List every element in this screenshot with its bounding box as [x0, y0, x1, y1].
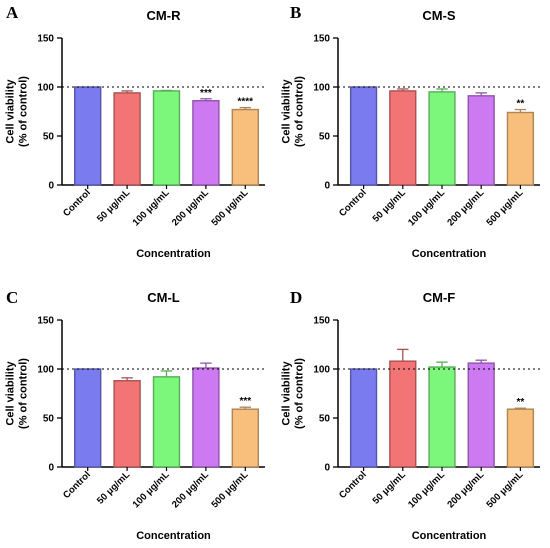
bar[interactable] — [428, 91, 456, 186]
y-tick-label: 150 — [313, 316, 330, 327]
panel-letter: A — [6, 3, 19, 22]
chart-panel-a: A CM-R Cell viability(% of control) 0 50 100 1… — [5, 3, 265, 260]
x-tick-label: 500 μg/mL — [209, 469, 250, 510]
y-tick-label: 50 — [43, 132, 55, 143]
x-tick-label: 200 μg/mL — [445, 469, 486, 510]
x-axis-label: Concentration — [136, 530, 211, 542]
chart-title: CM-L — [147, 290, 180, 305]
y-axis-label: Cell viability(% of control) — [5, 358, 30, 429]
y-tick-label: 100 — [37, 365, 54, 376]
panel-letter: D — [290, 288, 302, 307]
x-axis-label: Concentration — [412, 248, 487, 260]
y-axis-label-line: (% of control) — [18, 76, 30, 147]
x-tick-label: 500 μg/mL — [209, 187, 250, 228]
x-tick-label: 200 μg/mL — [170, 187, 211, 228]
chart-title: CM-S — [422, 8, 456, 23]
bar[interactable] — [389, 360, 417, 468]
x-tick-label: Control — [61, 469, 93, 501]
significance-label: ** — [517, 397, 525, 408]
bar[interactable] — [467, 362, 495, 468]
x-axis-label: Concentration — [412, 530, 487, 542]
bar[interactable] — [231, 408, 260, 468]
y-tick-label: 100 — [313, 365, 330, 376]
y-axis-label-line: Cell viability — [281, 361, 293, 426]
y-axis-label: Cell viability(% of control) — [281, 358, 306, 429]
chart-panel-c: C CM-L Cell viability(% of control) 0 50 100 1… — [5, 288, 265, 542]
y-tick-label: 50 — [43, 414, 55, 425]
y-tick-label: 0 — [48, 181, 54, 192]
significance-label: **** — [238, 97, 254, 108]
y-tick-label: 50 — [319, 132, 331, 143]
bar[interactable] — [113, 92, 141, 186]
x-tick-label: Control — [337, 469, 369, 501]
y-axis-label-line: (% of control) — [18, 358, 30, 429]
bar[interactable] — [73, 368, 102, 468]
y-axis-label-line: (% of control) — [294, 358, 306, 429]
bar[interactable] — [231, 108, 260, 186]
x-axis-label: Concentration — [136, 248, 211, 260]
y-axis-label: Cell viability(% of control) — [281, 76, 306, 147]
y-tick-label: 0 — [324, 181, 330, 192]
x-tick-label: 50 μg/mL — [95, 187, 132, 224]
x-tick-label: 500 μg/mL — [485, 469, 526, 510]
chart-panel-b: B CM-S Cell viability(% of control) 0 50 100 1… — [281, 3, 540, 260]
y-tick-label: 0 — [48, 463, 54, 474]
y-tick-label: 50 — [319, 414, 331, 425]
significance-label: *** — [239, 396, 251, 407]
x-tick-label: 100 μg/mL — [406, 469, 447, 510]
x-tick-label: 200 μg/mL — [445, 187, 486, 228]
bar[interactable] — [506, 111, 535, 186]
bar[interactable] — [152, 376, 181, 468]
x-tick-label: 100 μg/mL — [131, 469, 172, 510]
y-axis-label-line: (% of control) — [294, 76, 306, 147]
bar[interactable] — [467, 95, 495, 186]
y-tick-label: 150 — [313, 34, 330, 45]
panel-letter: B — [290, 3, 301, 22]
x-tick-label: 50 μg/mL — [95, 469, 132, 506]
y-axis-label-line: Cell viability — [281, 79, 293, 144]
bar[interactable] — [389, 90, 417, 186]
y-tick-label: 100 — [37, 83, 54, 94]
bar[interactable] — [192, 100, 220, 186]
bar[interactable] — [349, 86, 378, 186]
bar[interactable] — [152, 90, 181, 186]
x-tick-label: 50 μg/mL — [371, 469, 408, 506]
chart-panel-d: D CM-F Cell viability(% of control) 0 50 100 1… — [281, 288, 540, 542]
significance-label: *** — [200, 88, 212, 99]
x-tick-label: Control — [61, 187, 93, 219]
significance-label: ** — [517, 99, 525, 110]
bar[interactable] — [349, 368, 378, 468]
bar[interactable] — [506, 408, 535, 468]
chart-title: CM-R — [147, 8, 182, 23]
y-tick-label: 0 — [324, 463, 330, 474]
x-tick-label: Control — [337, 187, 369, 219]
y-axis-label-line: Cell viability — [5, 361, 17, 426]
y-tick-label: 150 — [37, 34, 54, 45]
x-tick-label: 200 μg/mL — [170, 469, 211, 510]
panel-letter: C — [6, 288, 18, 307]
x-tick-label: 500 μg/mL — [485, 187, 526, 228]
y-tick-label: 150 — [37, 316, 54, 327]
y-axis-label-line: Cell viability — [5, 79, 17, 144]
bar[interactable] — [113, 380, 141, 468]
x-tick-label: 100 μg/mL — [131, 187, 172, 228]
bar[interactable] — [428, 366, 456, 468]
x-tick-label: 100 μg/mL — [406, 187, 447, 228]
y-tick-label: 100 — [313, 83, 330, 94]
bar[interactable] — [192, 367, 220, 468]
chart-title: CM-F — [423, 290, 456, 305]
y-axis-label: Cell viability(% of control) — [5, 76, 30, 147]
bar[interactable] — [73, 86, 102, 186]
x-tick-label: 50 μg/mL — [371, 187, 408, 224]
